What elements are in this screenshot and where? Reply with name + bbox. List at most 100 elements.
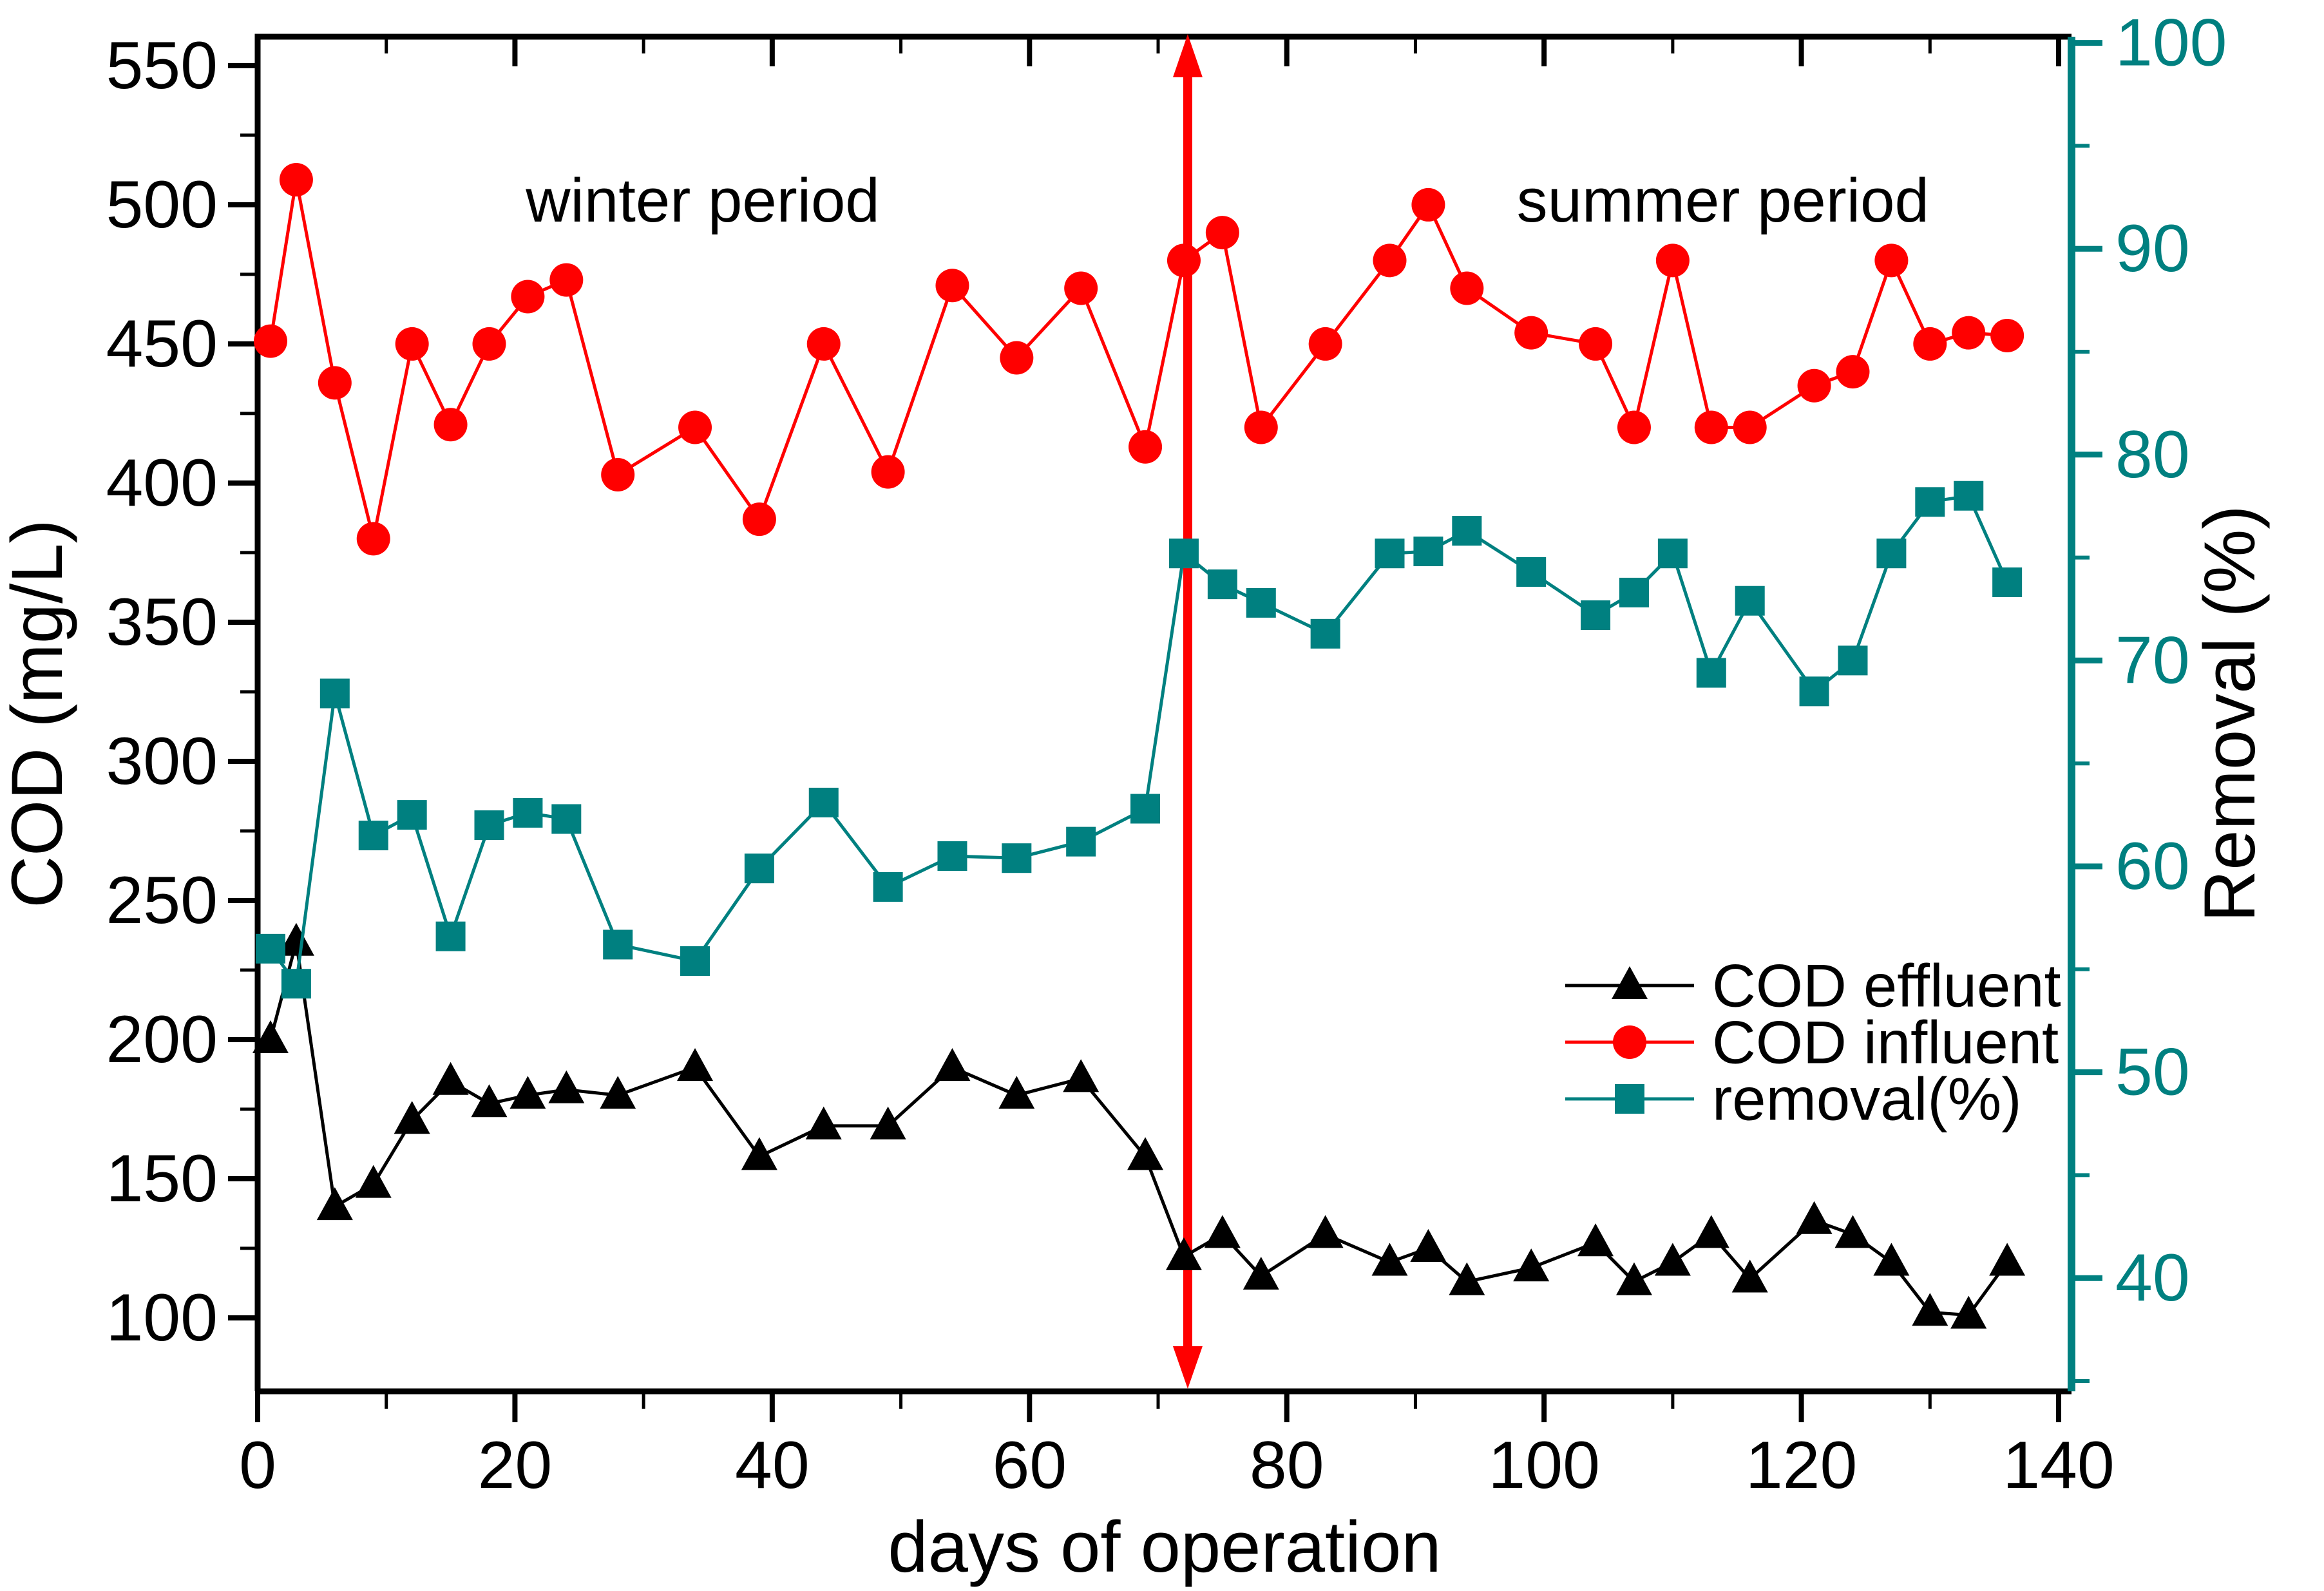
left-axis-tick-label: 150 bbox=[106, 1141, 218, 1216]
data-point-marker bbox=[316, 1187, 353, 1221]
right-axis-tick-label: 40 bbox=[2115, 1241, 2190, 1315]
data-point-marker bbox=[935, 269, 969, 303]
data-point-marker bbox=[1989, 1243, 2026, 1276]
right-axis-tick-label: 70 bbox=[2115, 623, 2190, 698]
data-point-marker bbox=[1615, 1262, 1652, 1295]
data-point-marker bbox=[549, 263, 584, 297]
data-point-marker bbox=[1063, 1059, 1100, 1092]
legend-marker-circle bbox=[1613, 1025, 1646, 1059]
data-point-marker bbox=[870, 1106, 906, 1139]
data-point-marker bbox=[1617, 410, 1651, 444]
series-cod-influent bbox=[253, 163, 2024, 556]
right-axis-tick-label: 60 bbox=[2115, 829, 2190, 904]
data-point-marker bbox=[1655, 243, 1690, 278]
data-point-marker bbox=[678, 410, 712, 444]
series-cod-effluent bbox=[252, 922, 2026, 1329]
x-axis-title: days of operation bbox=[888, 1507, 1441, 1587]
data-point-marker bbox=[1127, 1137, 1164, 1170]
data-point-marker bbox=[1167, 243, 1201, 278]
data-point-marker bbox=[318, 366, 352, 400]
data-point-marker bbox=[1735, 586, 1765, 616]
data-point-marker bbox=[677, 1048, 714, 1081]
data-point-marker bbox=[1796, 1201, 1833, 1234]
data-point-marker bbox=[395, 327, 429, 361]
data-point-marker bbox=[472, 327, 506, 361]
legend-marker-square bbox=[1615, 1084, 1644, 1114]
data-point-marker bbox=[1413, 537, 1443, 567]
data-point-marker bbox=[603, 929, 633, 960]
data-point-marker bbox=[1130, 794, 1161, 824]
data-point-marker bbox=[1165, 1237, 1202, 1270]
data-point-marker bbox=[1876, 538, 1907, 569]
data-point-marker bbox=[1654, 1243, 1691, 1276]
data-point-marker bbox=[1874, 243, 1909, 278]
x-axis-tick-label: 80 bbox=[1250, 1428, 1324, 1503]
data-point-marker bbox=[1990, 318, 2024, 352]
data-point-marker bbox=[1834, 1215, 1871, 1248]
legend-label-removal: removal(%) bbox=[1712, 1065, 2022, 1133]
data-point-marker bbox=[432, 1062, 469, 1095]
data-point-marker bbox=[1308, 327, 1342, 361]
x-axis-tick-label: 120 bbox=[1746, 1428, 1858, 1503]
data-point-marker bbox=[1952, 316, 1986, 350]
summer-period-annotation: summer period bbox=[1517, 166, 1929, 235]
data-point-marker bbox=[1950, 1295, 1987, 1329]
left-y-axis-title: COD (mg/L) bbox=[0, 519, 77, 908]
data-point-marker bbox=[394, 1101, 430, 1134]
season-divider-arrow bbox=[1172, 34, 1203, 1389]
data-point-marker bbox=[998, 1076, 1035, 1109]
data-point-marker bbox=[1000, 341, 1034, 375]
data-point-marker bbox=[1873, 1243, 1910, 1276]
data-point-marker bbox=[356, 522, 390, 556]
data-point-marker bbox=[511, 280, 545, 314]
right-y-axis-title: Removal (%) bbox=[2189, 505, 2270, 922]
data-point-marker bbox=[358, 821, 388, 851]
data-point-marker bbox=[741, 1137, 777, 1170]
data-point-marker bbox=[805, 1106, 842, 1139]
data-point-marker bbox=[1205, 216, 1239, 250]
data-point-marker bbox=[355, 1165, 392, 1198]
data-point-marker bbox=[319, 678, 350, 709]
left-axis-tick-label: 300 bbox=[106, 724, 218, 799]
x-axis-tick-label: 0 bbox=[239, 1428, 276, 1503]
data-point-marker bbox=[1410, 1228, 1447, 1262]
data-point-marker bbox=[934, 1048, 971, 1081]
data-point-marker bbox=[1246, 587, 1276, 618]
data-point-marker bbox=[279, 163, 313, 197]
data-point-marker bbox=[253, 324, 287, 358]
left-axis-tick-label: 450 bbox=[106, 307, 218, 381]
data-point-marker bbox=[680, 946, 710, 977]
data-point-marker bbox=[1733, 410, 1767, 444]
data-point-marker bbox=[513, 797, 543, 828]
right-axis-tick-label: 90 bbox=[2115, 211, 2190, 286]
legend-label-cod-effluent: COD effluent bbox=[1712, 952, 2061, 1020]
data-point-marker bbox=[1307, 1215, 1344, 1248]
data-point-marker bbox=[871, 455, 905, 489]
data-point-marker bbox=[1954, 481, 1984, 511]
right-axis-tick-label: 100 bbox=[2115, 6, 2227, 81]
data-point-marker bbox=[1913, 327, 1947, 361]
data-point-marker bbox=[255, 933, 285, 964]
data-point-marker bbox=[1129, 430, 1163, 464]
data-point-marker bbox=[806, 327, 841, 361]
x-axis-tick-label: 60 bbox=[992, 1428, 1067, 1503]
left-axis-tick-label: 350 bbox=[106, 585, 218, 660]
data-point-marker bbox=[1310, 618, 1340, 649]
data-point-marker bbox=[1513, 1248, 1550, 1282]
data-point-marker bbox=[600, 1076, 636, 1109]
data-point-marker bbox=[1064, 271, 1098, 305]
data-point-marker bbox=[1581, 600, 1611, 631]
data-point-marker bbox=[471, 1084, 508, 1118]
x-axis-tick-label: 140 bbox=[2003, 1428, 2115, 1503]
data-point-marker bbox=[281, 969, 311, 999]
legend-marker-triangle bbox=[1612, 966, 1648, 999]
data-point-marker bbox=[1838, 645, 1868, 676]
data-point-marker bbox=[278, 922, 314, 956]
data-point-marker bbox=[1516, 557, 1547, 587]
data-point-marker bbox=[1066, 826, 1096, 857]
data-point-marker bbox=[808, 787, 839, 817]
left-axis-tick-label: 500 bbox=[106, 167, 218, 242]
divider-arrow-head-down bbox=[1172, 1346, 1203, 1389]
data-point-marker bbox=[433, 408, 468, 442]
